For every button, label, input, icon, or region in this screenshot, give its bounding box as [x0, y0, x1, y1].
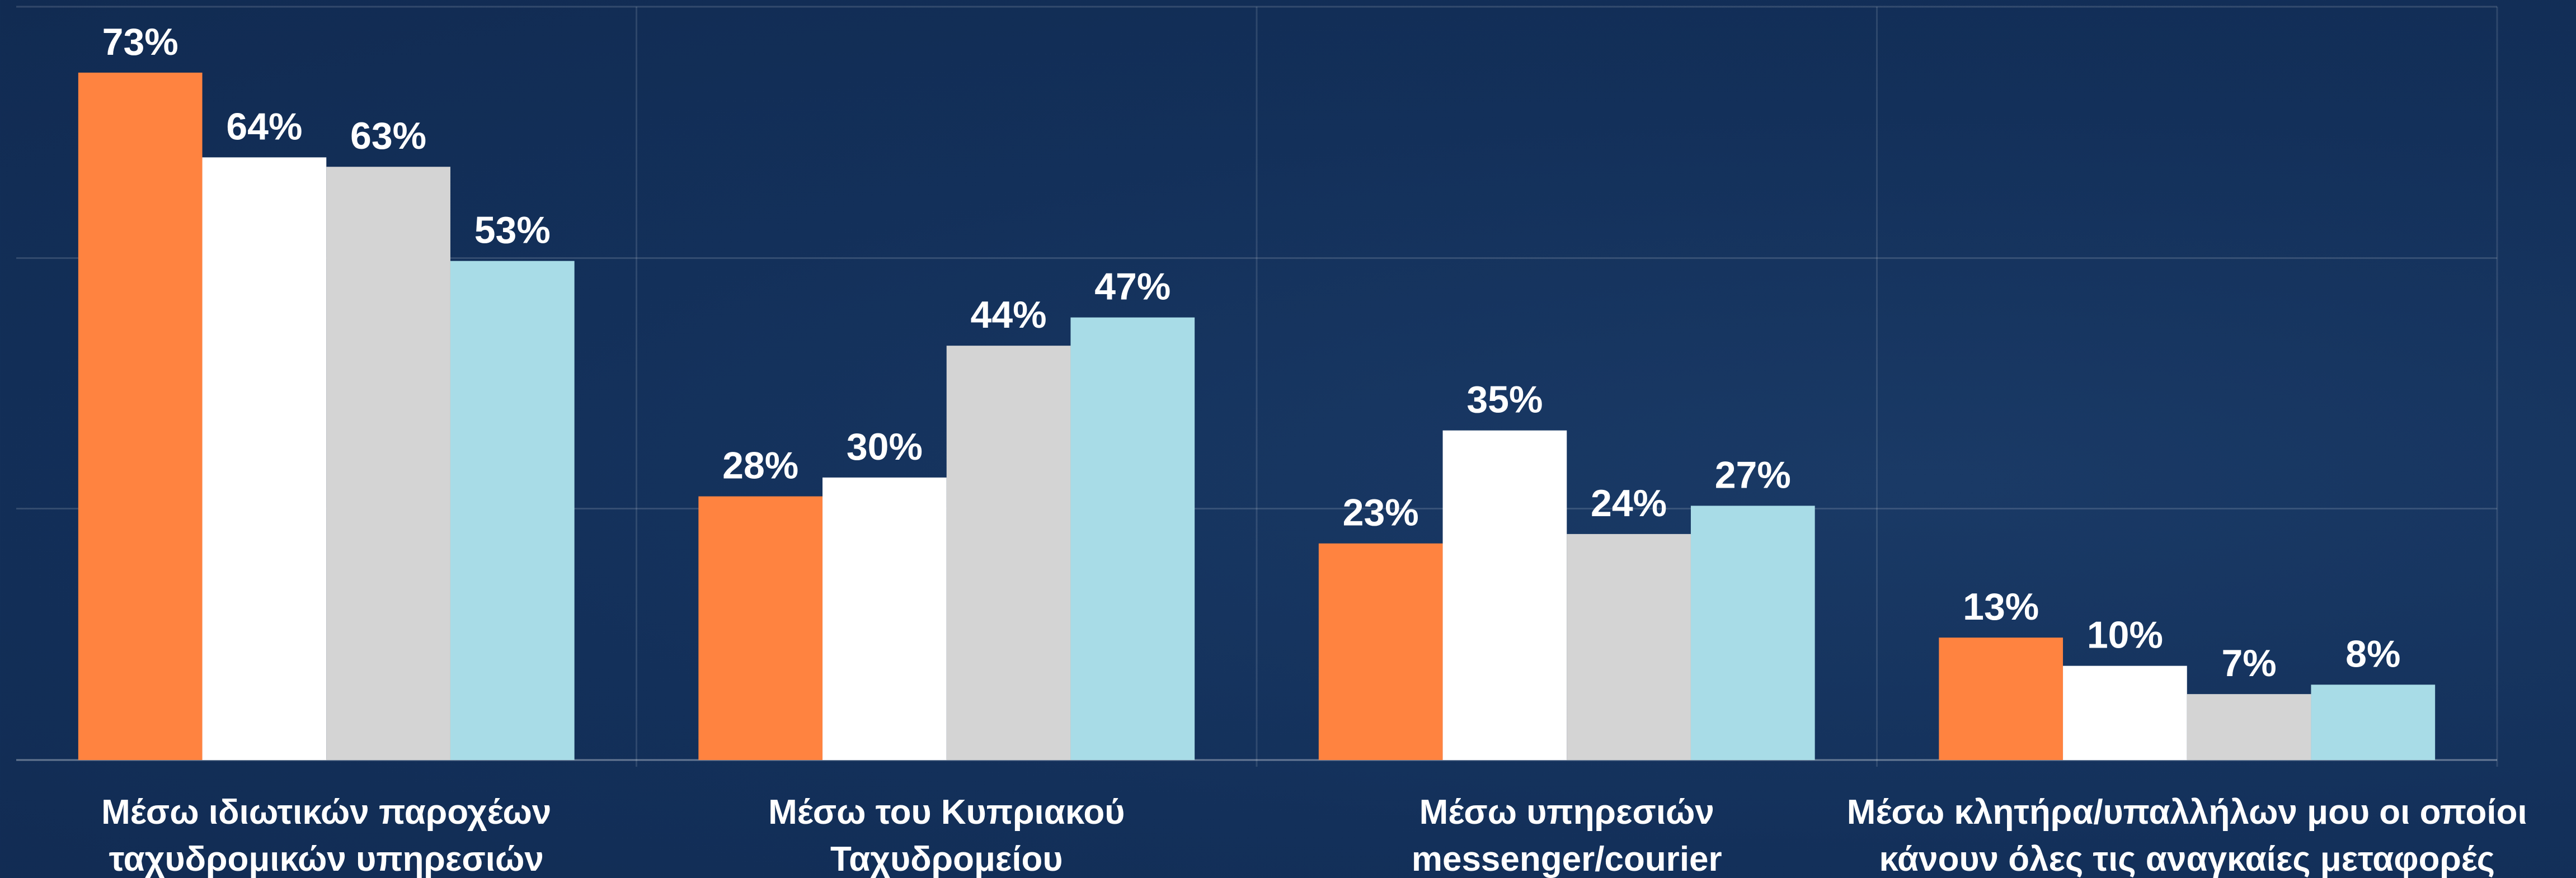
value-label: 10%	[2087, 614, 2163, 657]
x-tick-label: Μέσω ιδιωτικών παροχέων ταχυδρομικών υπη…	[101, 793, 552, 878]
bar	[2063, 665, 2187, 760]
bar	[2311, 685, 2436, 760]
value-label: 13%	[1963, 586, 2039, 628]
value-label: 64%	[226, 105, 302, 148]
bar	[78, 72, 203, 760]
value-label: 8%	[2345, 632, 2400, 675]
bar	[822, 477, 947, 760]
bar	[1318, 543, 1443, 760]
bar	[698, 496, 823, 760]
x-tick-label: Μέσω υπηρεσιών messenger/courier	[1411, 793, 1722, 878]
value-label: 44%	[971, 294, 1047, 336]
value-label: 7%	[2221, 642, 2276, 685]
bar	[326, 167, 450, 760]
bar	[1442, 430, 1567, 760]
bar	[1939, 638, 2063, 760]
x-tick-label: Μέσω του Κυπριακού Ταχυδρομείου	[768, 793, 1125, 878]
value-label: 63%	[350, 115, 426, 157]
value-label: 73%	[102, 21, 178, 63]
bar	[946, 346, 1071, 760]
value-label: 24%	[1591, 482, 1667, 525]
bar	[450, 261, 575, 760]
bar	[1690, 506, 1815, 760]
x-tick-label: Μέσω κλητήρα/υπαλλήλων μου οι οποίοι κάν…	[1846, 793, 2527, 878]
value-label: 47%	[1094, 266, 1171, 308]
value-label: 53%	[474, 209, 551, 252]
value-label: 30%	[847, 426, 923, 468]
bar	[2187, 694, 2311, 760]
bar	[202, 157, 327, 760]
bar	[1070, 317, 1195, 760]
value-label: 27%	[1715, 454, 1791, 496]
value-label: 28%	[722, 445, 798, 487]
value-label: 23%	[1343, 492, 1419, 534]
bar	[1567, 534, 1691, 760]
value-label: 35%	[1466, 379, 1543, 421]
